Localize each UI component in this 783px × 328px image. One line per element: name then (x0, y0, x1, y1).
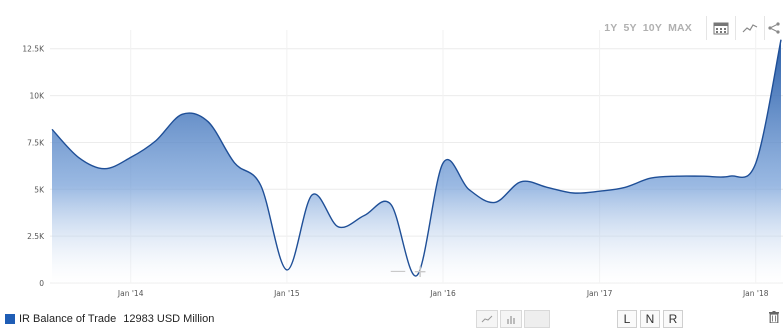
legend-series-value: 12983 USD Million (123, 313, 215, 325)
zoom-out-button[interactable]: — (390, 261, 406, 280)
y-tick-label: 2.5K (27, 232, 45, 241)
legend-swatch (5, 314, 15, 324)
range-selector: 1Y 5Y 10Y MAX (604, 22, 692, 34)
calendar-icon[interactable] (706, 16, 735, 40)
legend-series-name: IR Balance of Trade (19, 313, 117, 325)
bar-type-icon (507, 316, 515, 324)
share-icon[interactable] (764, 16, 783, 40)
x-tick-label: Jan '17 (586, 289, 613, 298)
y-tick-label: 12.5K (22, 45, 45, 54)
x-tick-label: Jan '16 (429, 289, 456, 298)
series-area (52, 39, 781, 284)
y-tick-label: 5K (34, 185, 45, 194)
x-axis: Jan '14 Jan '15 Jan '16 Jan '17 Jan '18 (117, 289, 769, 298)
trash-icon[interactable] (769, 310, 779, 328)
zoom-in-button[interactable]: + (413, 262, 427, 282)
scale-log-button[interactable]: L (617, 310, 637, 328)
chart-footer: IR Balance of Trade 12983 USD Million L … (0, 304, 783, 328)
scale-selector: L N R (617, 310, 686, 328)
range-10y-button[interactable]: 10Y (642, 22, 663, 34)
range-max-button[interactable]: MAX (668, 22, 692, 34)
scale-normal-button[interactable]: N (640, 310, 660, 328)
line-type-button[interactable] (476, 310, 498, 328)
line-type-icon (481, 315, 493, 323)
range-1y-button[interactable]: 1Y (604, 22, 618, 34)
series-line (51, 39, 782, 277)
x-tick-label: Jan '15 (273, 289, 300, 298)
area-type-button[interactable] (524, 310, 550, 328)
bar-type-button[interactable] (500, 310, 522, 328)
chart-toolbar: 1Y 5Y 10Y MAX (604, 14, 783, 42)
y-tick-label: 0 (39, 279, 44, 288)
y-tick-label: 7.5K (27, 138, 45, 147)
x-tick-label: Jan '18 (742, 289, 769, 298)
legend[interactable]: IR Balance of Trade 12983 USD Million (5, 313, 214, 325)
y-tick-label: 10K (30, 92, 46, 101)
line-chart-icon[interactable] (735, 16, 764, 40)
chart-type-selector (476, 310, 552, 328)
x-tick-label: Jan '14 (117, 289, 144, 298)
range-5y-button[interactable]: 5Y (623, 22, 637, 34)
y-axis: 0 2.5K 5K 7.5K 10K 12.5K (22, 45, 45, 288)
scale-right-button[interactable]: R (663, 310, 683, 328)
